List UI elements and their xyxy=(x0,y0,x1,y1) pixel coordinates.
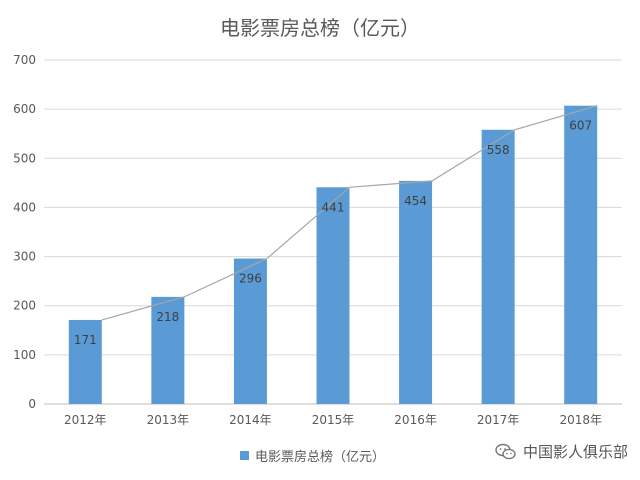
chart-title: 电影票房总榜（亿元） xyxy=(220,16,420,40)
y-tick-label: 200 xyxy=(13,299,36,313)
x-tick-label: 2018年 xyxy=(559,413,602,427)
x-tick-label: 2017年 xyxy=(477,413,520,427)
watermark-text: 中国影人俱乐部 xyxy=(522,443,628,461)
trend-line-path xyxy=(101,105,598,321)
x-tick-label: 2013年 xyxy=(147,413,190,427)
data-label: 218 xyxy=(156,310,179,324)
y-tick-label: 700 xyxy=(13,53,36,67)
y-axis-ticks: 0 100 200 300 400 500 600 700 xyxy=(13,53,36,411)
x-tick-label: 2012年 xyxy=(64,413,107,427)
wechat-icon xyxy=(495,443,516,459)
data-label: 296 xyxy=(239,272,262,286)
y-tick-label: 300 xyxy=(13,250,36,264)
bar xyxy=(233,258,267,404)
data-label: 171 xyxy=(74,333,97,347)
data-label: 558 xyxy=(487,143,510,157)
data-label: 441 xyxy=(322,200,345,214)
legend-swatch xyxy=(240,451,249,460)
x-tick-label: 2014年 xyxy=(229,413,272,427)
data-labels: 171 218 296 441 454 558 607 xyxy=(74,119,592,347)
x-axis-ticks: 2012年 2013年 2014年 2015年 2016年 2017年 2018年 xyxy=(64,413,602,427)
y-tick-label: 400 xyxy=(13,200,36,214)
y-tick-label: 500 xyxy=(13,151,36,165)
legend: 电影票房总榜（亿元） xyxy=(240,446,385,465)
bar xyxy=(68,319,102,404)
bar xyxy=(481,129,515,405)
y-tick-label: 600 xyxy=(13,102,36,116)
x-tick-label: 2016年 xyxy=(394,413,437,427)
bar xyxy=(399,180,433,404)
y-tick-label: 0 xyxy=(28,397,36,411)
bar xyxy=(316,187,350,404)
bar xyxy=(564,105,598,405)
bars xyxy=(68,105,598,405)
data-label: 607 xyxy=(569,119,592,133)
legend-label: 电影票房总榜（亿元） xyxy=(255,450,386,465)
y-tick-label: 100 xyxy=(13,348,36,362)
trend-line xyxy=(101,105,598,321)
data-label: 454 xyxy=(404,194,427,208)
watermark: 中国影人俱乐部 xyxy=(495,441,628,462)
bar xyxy=(151,296,185,404)
x-tick-label: 2015年 xyxy=(312,413,355,427)
